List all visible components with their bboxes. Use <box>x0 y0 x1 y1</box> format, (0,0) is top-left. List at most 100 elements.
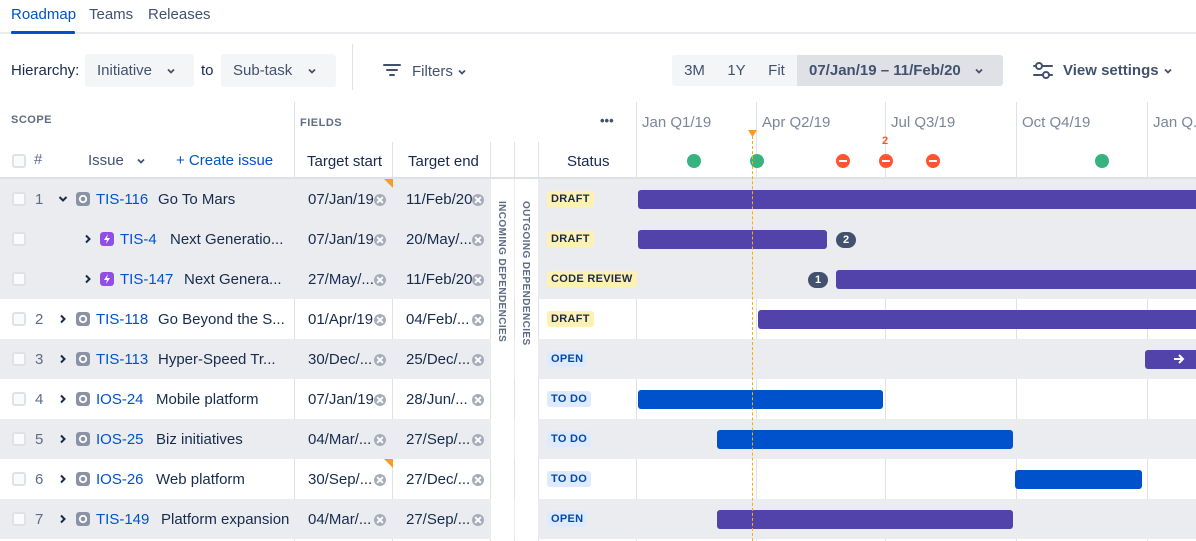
timeline-bar[interactable] <box>1145 350 1196 369</box>
issue-summary[interactable]: Mobile platform <box>156 391 259 408</box>
clear-icon[interactable] <box>374 434 386 446</box>
table-row[interactable]: 7 TIS-149 Platform expansion 04/Mar/... 27/S… <box>0 499 1196 539</box>
table-row[interactable]: 3 TIS-113 Hyper-Speed Tr... 30/Dec/... 25/De… <box>0 339 1196 379</box>
table-row[interactable]: 1 TIS-116 Go To Mars 07/Jan/19 11/Feb/20 DRAF… <box>0 179 1196 219</box>
dependency-count-badge[interactable]: 1 <box>808 272 828 288</box>
chevron-right-icon[interactable] <box>58 314 68 324</box>
blocked-icon[interactable] <box>836 154 850 168</box>
table-row[interactable]: 2 TIS-118 Go Beyond the S... 01/Apr/19 04/Fe… <box>0 299 1196 339</box>
blocked-icon[interactable] <box>879 154 893 168</box>
issue-key-link[interactable]: IOS-26 <box>96 471 144 488</box>
view-settings-button[interactable]: View settings <box>1033 58 1183 84</box>
target-end-value[interactable]: 25/Dec/... <box>406 351 471 368</box>
range-fit-button[interactable]: Fit <box>756 55 797 86</box>
status-lozenge[interactable]: OPEN <box>547 351 588 367</box>
target-end-value[interactable]: 27/Dec/... <box>406 471 471 488</box>
target-end-value[interactable]: 28/Jun/... <box>406 391 468 408</box>
clear-icon[interactable] <box>472 514 484 526</box>
status-lozenge[interactable]: TO DO <box>547 471 592 487</box>
clear-icon[interactable] <box>472 354 484 366</box>
chevron-down-icon[interactable] <box>58 194 68 204</box>
clear-icon[interactable] <box>374 394 386 406</box>
timeline-bar[interactable] <box>638 230 827 249</box>
hierarchy-from-select[interactable]: Initiative <box>85 54 194 87</box>
status-lozenge[interactable]: CODE REVIEW <box>547 271 637 287</box>
select-all-checkbox[interactable] <box>12 154 26 168</box>
issue-summary[interactable]: Biz initiatives <box>156 431 243 448</box>
issue-column-sort[interactable]: Issue <box>88 152 148 172</box>
issue-key-link[interactable]: TIS-113 <box>96 351 149 368</box>
filters-button[interactable]: Filters <box>383 58 473 84</box>
issue-key-link[interactable]: TIS-118 <box>96 311 149 328</box>
chevron-right-icon[interactable] <box>83 234 93 244</box>
timeline-bar[interactable] <box>638 390 883 409</box>
tab-teams[interactable]: Teams <box>89 6 134 23</box>
issue-summary[interactable]: Go Beyond the S... <box>158 311 285 328</box>
target-start-value[interactable]: 07/Jan/19 <box>308 391 374 408</box>
clear-icon[interactable] <box>472 394 484 406</box>
chevron-right-icon[interactable] <box>58 394 68 404</box>
clear-icon[interactable] <box>374 274 386 286</box>
timeline-bar[interactable] <box>1015 470 1142 489</box>
target-start-value[interactable]: 07/Jan/19 <box>308 191 374 208</box>
target-end-value[interactable]: 11/Feb/20 <box>406 271 473 288</box>
row-checkbox[interactable] <box>12 512 26 526</box>
clear-icon[interactable] <box>374 234 386 246</box>
row-checkbox[interactable] <box>12 432 26 446</box>
issue-key-link[interactable]: IOS-24 <box>96 391 144 408</box>
table-row[interactable]: 6 IOS-26 Web platform 30/Sep/... 27/Dec/... T… <box>0 459 1196 499</box>
target-start-value[interactable]: 07/Jan/19 <box>308 231 374 248</box>
status-lozenge[interactable]: OPEN <box>547 511 588 527</box>
row-checkbox[interactable] <box>12 472 26 486</box>
row-checkbox[interactable] <box>12 232 26 246</box>
issue-key-link[interactable]: TIS-116 <box>96 191 149 208</box>
row-checkbox[interactable] <box>12 352 26 366</box>
release-done-icon[interactable] <box>687 154 701 168</box>
clear-icon[interactable] <box>472 434 484 446</box>
timeline-bar[interactable] <box>717 430 1013 449</box>
clear-icon[interactable] <box>472 234 484 246</box>
tab-roadmap[interactable]: Roadmap <box>11 6 77 23</box>
status-lozenge[interactable]: DRAFT <box>547 191 594 207</box>
chevron-right-icon[interactable] <box>58 434 68 444</box>
clear-icon[interactable] <box>472 474 484 486</box>
status-lozenge[interactable]: TO DO <box>547 391 592 407</box>
more-options-button[interactable]: ••• <box>600 113 614 128</box>
target-start-value[interactable]: 04/Mar/... <box>308 431 372 448</box>
table-row[interactable]: 4 IOS-24 Mobile platform 07/Jan/19 28/Jun/..… <box>0 379 1196 419</box>
dependency-count-badge[interactable]: 2 <box>836 232 856 248</box>
timeline-bar[interactable] <box>638 190 1196 209</box>
status-lozenge[interactable]: DRAFT <box>547 231 594 247</box>
issue-key-link[interactable]: IOS-25 <box>96 431 144 448</box>
target-end-value[interactable]: 04/Feb/... <box>406 311 470 328</box>
create-issue-button[interactable]: + Create issue <box>176 152 274 169</box>
table-row[interactable]: TIS-147 Next Genera... 27/May/... 11/Feb/20… <box>0 259 1196 299</box>
status-lozenge[interactable]: TO DO <box>547 431 592 447</box>
range-1y-button[interactable]: 1Y <box>717 55 756 86</box>
target-start-value[interactable]: 27/May/... <box>308 271 374 288</box>
clear-icon[interactable] <box>472 274 484 286</box>
issue-key-link[interactable]: TIS-147 <box>120 271 174 288</box>
status-lozenge[interactable]: DRAFT <box>547 311 594 327</box>
target-start-value[interactable]: 01/Apr/19 <box>308 311 374 328</box>
chevron-right-icon[interactable] <box>58 514 68 524</box>
target-end-value[interactable]: 27/Sep/... <box>406 511 471 528</box>
row-checkbox[interactable] <box>12 392 26 406</box>
issue-key-link[interactable]: TIS-149 <box>96 511 150 528</box>
row-checkbox[interactable] <box>12 312 26 326</box>
issue-summary[interactable]: Next Generatio... <box>170 231 284 248</box>
row-checkbox[interactable] <box>12 192 26 206</box>
target-end-value[interactable]: 27/Sep/... <box>406 431 471 448</box>
timeline-bar[interactable] <box>836 270 1196 289</box>
release-done-icon[interactable] <box>1095 154 1109 168</box>
table-row[interactable]: TIS-4 Next Generatio... 07/Jan/19 20/May/..… <box>0 219 1196 259</box>
clear-icon[interactable] <box>374 354 386 366</box>
target-start-value[interactable]: 04/Mar/... <box>308 511 372 528</box>
issue-summary[interactable]: Hyper-Speed Tr... <box>158 351 276 368</box>
table-row[interactable]: 5 IOS-25 Biz initiatives 04/Mar/... 27/Sep/.… <box>0 419 1196 459</box>
chevron-right-icon[interactable] <box>58 354 68 364</box>
hierarchy-to-select[interactable]: Sub-task <box>221 54 336 87</box>
blocked-icon[interactable] <box>926 154 940 168</box>
row-checkbox[interactable] <box>12 272 26 286</box>
clear-icon[interactable] <box>374 514 386 526</box>
